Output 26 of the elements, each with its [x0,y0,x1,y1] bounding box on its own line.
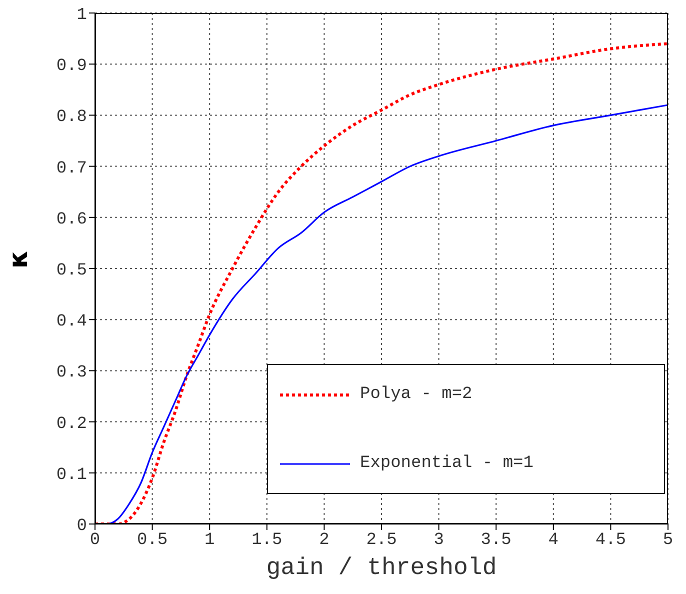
x-tick-label: 4 [548,531,558,550]
legend-label: Exponential - m=1 [360,454,534,473]
legend-label: Polya - m=2 [360,385,472,404]
y-tick-label: 0.3 [56,364,87,383]
x-tick-label: 1 [204,531,215,550]
y-tick-label: 0.9 [56,57,87,76]
x-tick-label: 2 [319,531,330,550]
x-tick-label: 0 [90,531,100,550]
y-tick-label: 1 [76,6,87,26]
y-tick-label: 0 [76,517,87,536]
y-tick-label: 0.8 [56,108,87,128]
x-tick-label: 1.5 [252,531,282,550]
x-tick-label: 0.5 [136,531,168,550]
y-tick-label: 0.4 [56,312,87,332]
x-tick-label: 3 [434,531,444,550]
x-tick-label: 5 [662,531,674,550]
y-tick-label: 0.5 [56,262,87,281]
y-axis-title: κ [4,250,34,268]
x-axis-title: gain / threshold [266,555,497,582]
x-tick-label: 2.5 [366,531,397,550]
x-tick-label: 3.5 [480,531,512,550]
y-tick-label: 0.1 [56,466,87,485]
y-tick-label: 0.2 [56,414,87,434]
y-tick-label: 0.6 [56,210,87,230]
y-tick-label: 0.7 [56,159,87,178]
x-tick-label: 4.5 [595,531,626,550]
